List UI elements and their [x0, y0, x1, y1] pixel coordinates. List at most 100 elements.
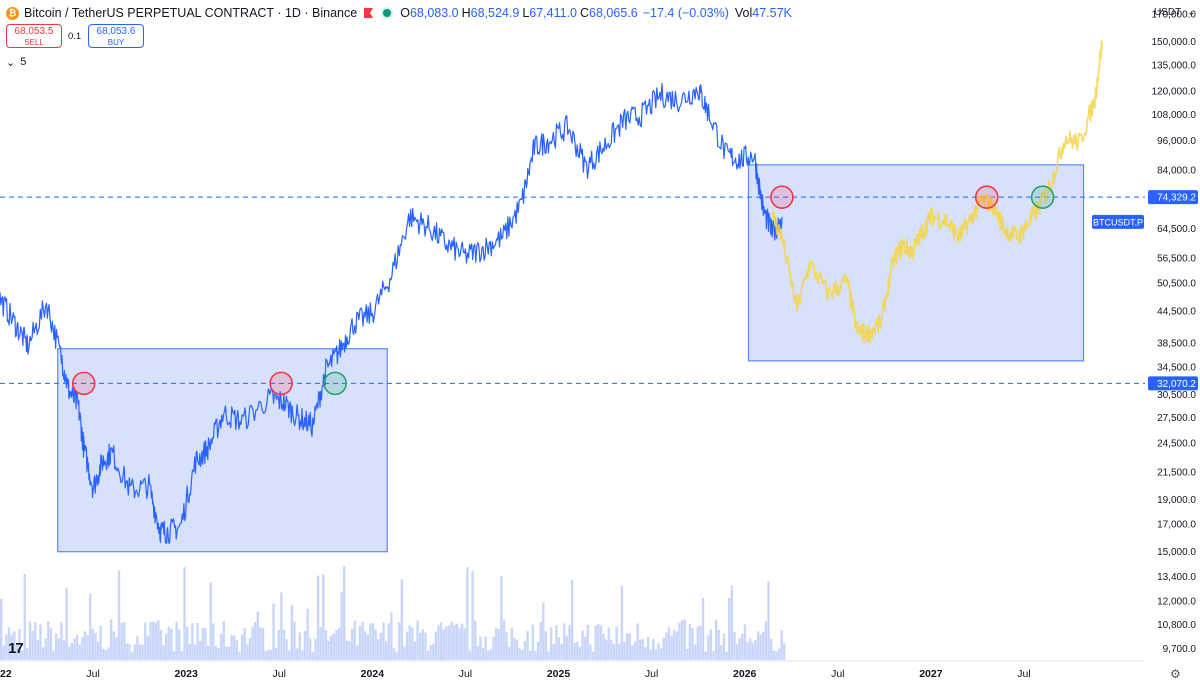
- buy-button[interactable]: 68,053.6 BUY: [88, 24, 144, 48]
- volume-bar: [23, 574, 26, 660]
- volume-bar: [196, 622, 199, 660]
- resistance-marker[interactable]: [71, 371, 96, 396]
- volume-bar: [735, 644, 739, 660]
- volume-bar: [288, 650, 291, 660]
- volume-bar: [371, 623, 375, 660]
- low-label: L: [522, 6, 530, 20]
- volume-bar: [780, 630, 783, 660]
- indicators-toggle[interactable]: ⌄ 5: [6, 55, 30, 69]
- y-tick-label: 56,500.0: [1157, 253, 1196, 264]
- symbol-tag[interactable]: BTCUSDT.P: [1093, 217, 1143, 227]
- resistance-marker[interactable]: [974, 185, 999, 209]
- y-tick-label: 170,000.0: [1152, 9, 1197, 20]
- volume-bar: [434, 631, 438, 660]
- volume-bar: [361, 621, 364, 660]
- volume-bar: [426, 650, 430, 660]
- flag-icon[interactable]: [364, 8, 374, 18]
- gear-icon[interactable]: ⚙: [1170, 667, 1181, 681]
- volume-bar: [356, 645, 359, 660]
- price-axis[interactable]: [1145, 0, 1200, 683]
- volume-bar: [277, 629, 280, 660]
- volume-bar: [675, 631, 679, 660]
- volume-bar: [125, 643, 129, 660]
- volume-bar: [123, 622, 126, 660]
- volume-bar: [112, 631, 115, 660]
- currency-selector[interactable]: USDT ⌄: [1150, 4, 1200, 20]
- volume-bar: [31, 630, 34, 660]
- volume-bar: [164, 633, 168, 660]
- y-tick-label: 12,000.0: [1157, 597, 1196, 608]
- volume-bar: [256, 611, 260, 660]
- volume-bar: [633, 641, 637, 660]
- volume-bar: [749, 638, 752, 660]
- volume-bar: [167, 626, 170, 660]
- volume-bar: [429, 644, 432, 660]
- volume-bar: [523, 640, 527, 660]
- volume-bar: [26, 648, 29, 660]
- x-tick-label: Jul: [273, 668, 286, 680]
- volume-bar: [327, 640, 330, 660]
- volume-bar: [767, 581, 770, 660]
- y-tick-label: 32,070.2: [1157, 379, 1196, 390]
- resistance-marker[interactable]: [269, 371, 293, 396]
- volume-bar: [534, 650, 537, 660]
- close-value: 68,065.6: [589, 6, 638, 20]
- volume-bar: [565, 635, 569, 660]
- volume-bar: [775, 651, 778, 660]
- symbol-title[interactable]: Bitcoin / TetherUS PERPETUAL CONTRACT · …: [24, 6, 358, 20]
- volume-bar: [248, 638, 252, 660]
- sell-button[interactable]: 68,053.5 SELL: [6, 24, 62, 48]
- volume-bar: [18, 628, 21, 660]
- bitcoin-icon: ₿: [6, 6, 19, 20]
- volume-bar: [484, 636, 487, 660]
- volume-bar: [578, 646, 582, 660]
- volume-bar: [505, 632, 508, 660]
- high-value: 68,524.9: [470, 6, 520, 20]
- volume-bar: [419, 632, 422, 660]
- volume-bar: [487, 650, 490, 660]
- projection-line[interactable]: [771, 40, 1103, 344]
- volume-bar: [497, 629, 500, 660]
- volume-bar: [235, 640, 239, 660]
- support-marker[interactable]: [1030, 185, 1055, 209]
- chevron-down-icon: ⌄: [1187, 6, 1196, 18]
- volume-bar: [86, 635, 89, 660]
- volume-bar: [405, 631, 409, 660]
- volume-bar: [432, 644, 435, 660]
- volume-bar: [199, 640, 202, 660]
- volume-bar: [754, 640, 757, 660]
- support-marker[interactable]: [323, 371, 347, 396]
- volume-bar: [492, 636, 495, 660]
- volume-bar: [188, 644, 191, 660]
- volume-bar: [764, 620, 768, 660]
- volume-bar: [185, 626, 189, 660]
- volume-bar: [335, 630, 338, 660]
- price-line[interactable]: [0, 82, 783, 544]
- volume-bar: [437, 625, 440, 660]
- volume-bar: [295, 648, 299, 660]
- change-value: −17.4 (−0.03%): [642, 6, 729, 20]
- volume-bar: [683, 619, 686, 660]
- volume-bar: [54, 633, 58, 660]
- volume-bar: [450, 621, 453, 660]
- volume-bar: [460, 623, 464, 660]
- resistance-marker[interactable]: [770, 185, 794, 209]
- volume-bar: [222, 620, 225, 660]
- y-tick-label: 44,500.0: [1157, 306, 1196, 317]
- volume-bar: [314, 638, 317, 660]
- volume-bar: [741, 633, 744, 660]
- tradingview-logo[interactable]: 17: [8, 640, 24, 657]
- volume-bar: [230, 635, 233, 660]
- volume-bar: [783, 643, 786, 660]
- volume-bar: [694, 644, 697, 660]
- volume-bar: [34, 622, 37, 660]
- volume-bar: [720, 645, 723, 660]
- volume-bar: [353, 620, 356, 660]
- volume-bar: [649, 649, 652, 660]
- volume-bar: [246, 644, 249, 660]
- volume-bar: [212, 623, 215, 660]
- y-tick-label: 38,500.0: [1157, 338, 1196, 349]
- y-tick-label: 17,000.0: [1157, 519, 1196, 530]
